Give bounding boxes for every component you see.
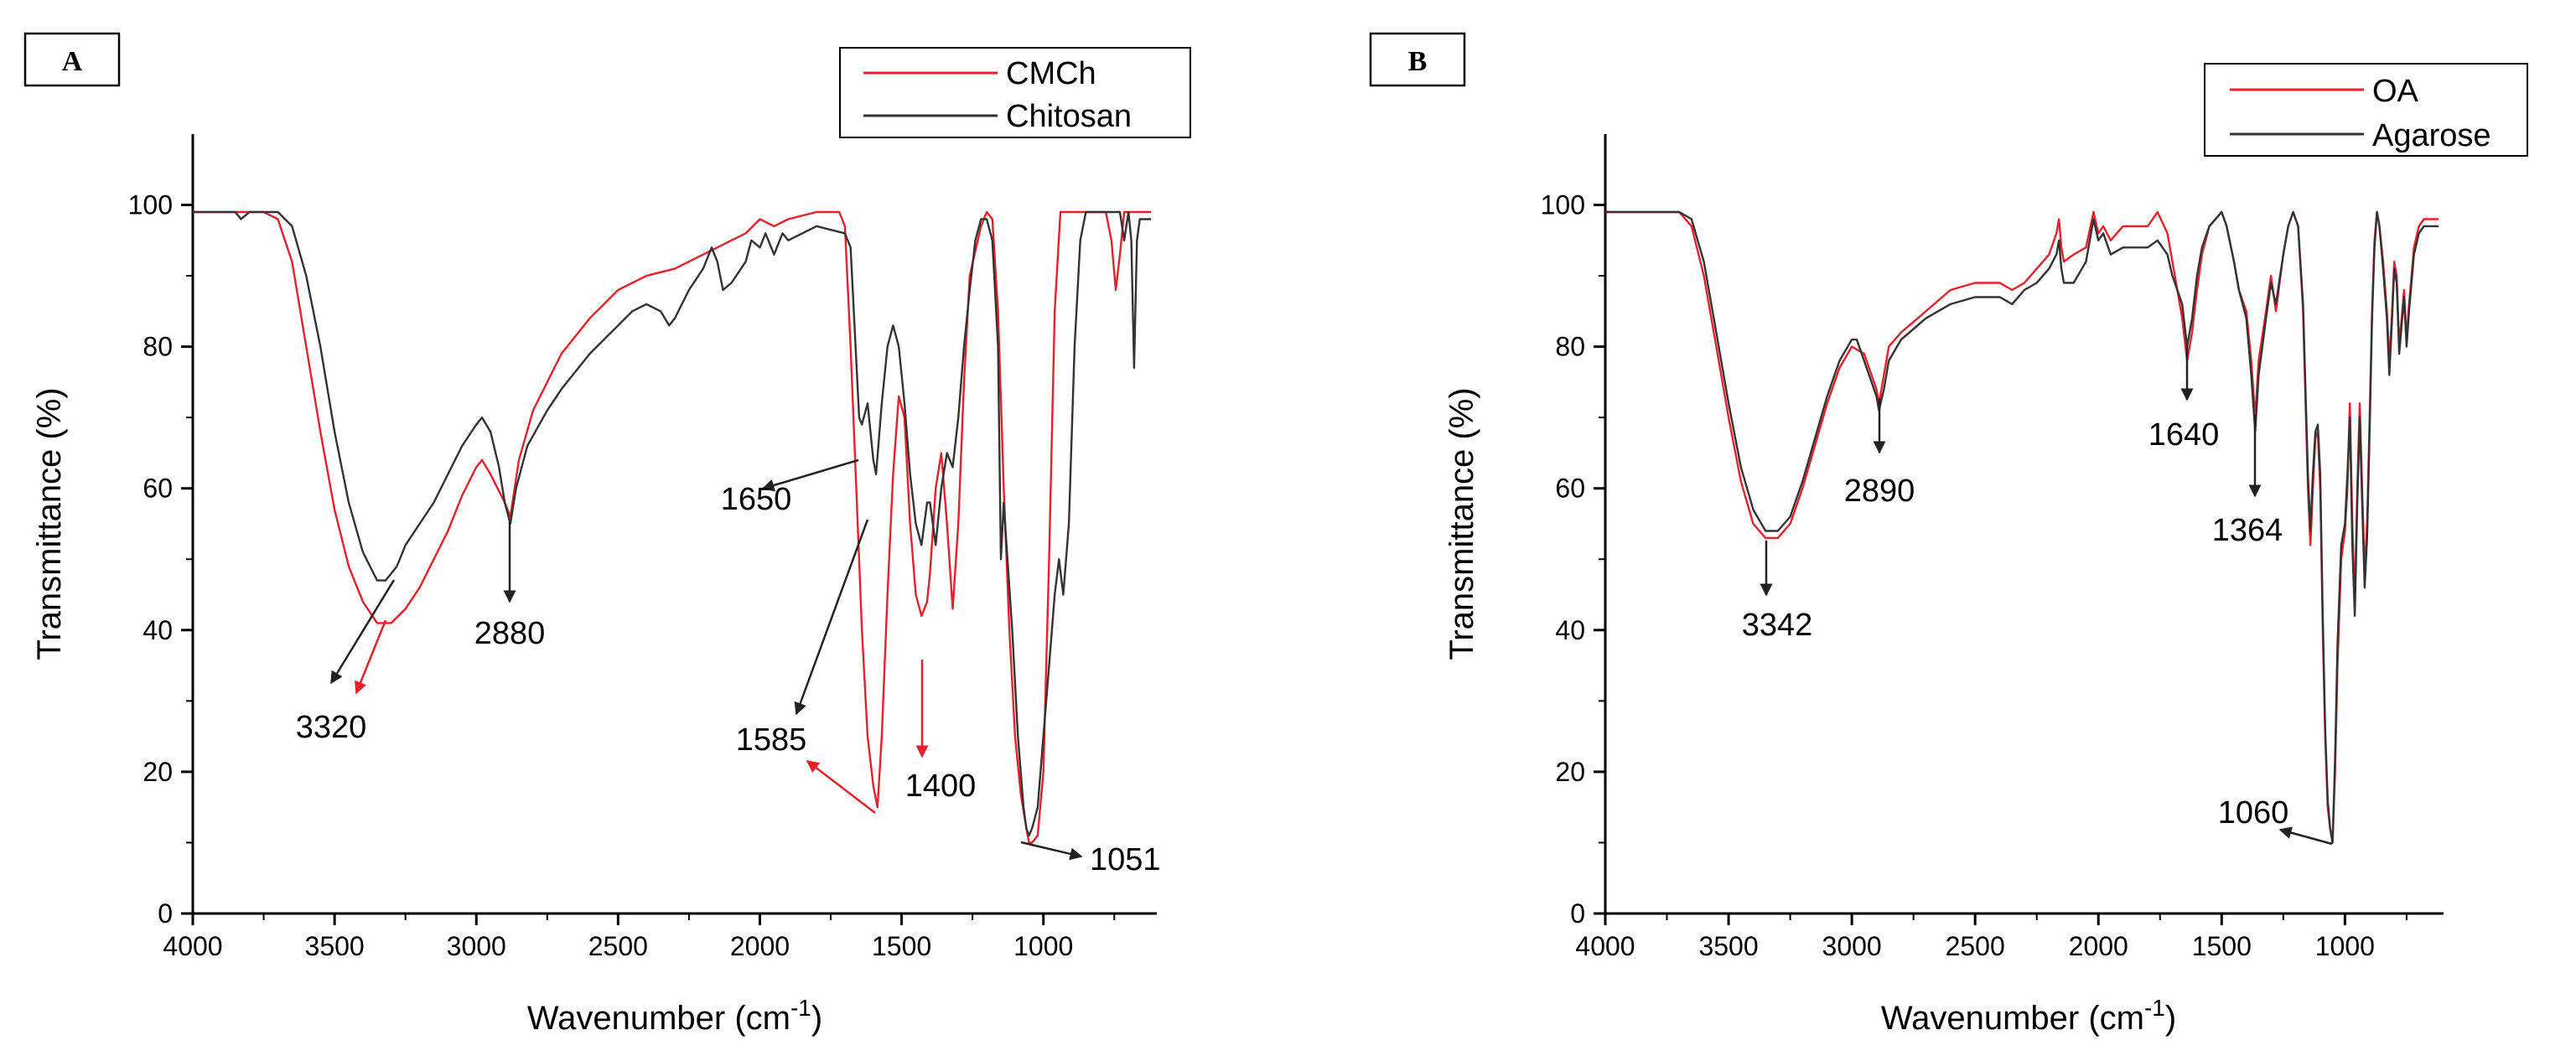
panel-b-series-agarose-line: [1605, 210, 2439, 844]
panel-a-x-axis-label-sup: -1: [790, 995, 811, 1021]
panel-a: A 0 20 40 60 80 100 4000 3500 3000 2500 2000 1500 1…: [23, 32, 1191, 1037]
x-tick-label: 2500: [588, 931, 648, 961]
panel-a-series-cmch-line: [193, 210, 1152, 844]
x-tick-label: 4000: [163, 931, 222, 961]
annotation-label-3342: 3342: [1742, 608, 1813, 643]
annotation-label-1060: 1060: [2218, 795, 2289, 831]
annotation-label-2890: 2890: [1844, 474, 1915, 509]
annotation-label-1585: 1585: [736, 722, 807, 758]
panel-b-y-ticks: 0 20 40 60 80 100: [1541, 190, 1605, 929]
y-tick-label: 80: [143, 332, 173, 362]
y-tick-label: 100: [1541, 190, 1585, 220]
x-tick-label: 3500: [1698, 931, 1758, 961]
annotation-label-1364: 1364: [2212, 513, 2283, 548]
y-tick-label: 40: [143, 615, 173, 645]
panel-b-x-ticks: 4000 3500 3000 2500 2000 1500 1000: [1575, 913, 2408, 961]
panel-b-legend: OA Agarose: [2204, 63, 2528, 157]
annotation-label-1650: 1650: [721, 482, 792, 517]
annotation-arrow-3320-red: [355, 619, 387, 695]
annotation-label-3320: 3320: [296, 710, 367, 745]
panel-b-annotations: 3342 2890 1640 1364 1060: [1742, 345, 2333, 846]
x-tick-label: 1500: [872, 931, 931, 961]
panel-a-legend-box: [839, 47, 1191, 138]
x-tick-label: 4000: [1575, 931, 1635, 961]
x-tick-label: 1500: [2192, 931, 2252, 961]
panel-a-label-box: [23, 32, 121, 87]
panel-b-x-axis-label: Wavenumber (cm-1): [1881, 995, 2176, 1037]
panel-b-label-box: [1369, 32, 1466, 87]
panel-b: B 0 20 40 60 80 100 4000 3500 3000 2500 2000 1500 1…: [1369, 32, 2528, 1037]
panel-a-annotations: 3320 2880 1650 1585 1400 1051: [296, 458, 1161, 877]
x-tick-label: 2000: [2069, 931, 2128, 961]
panel-a-y-ticks: 0 20 40 60 80 100: [128, 190, 193, 929]
y-tick-label: 20: [1555, 757, 1585, 787]
panel-b-legend-label-agarose: Agarose: [2372, 118, 2491, 153]
panel-a-legend-label-chitosan: Chitosan: [1006, 99, 1132, 134]
annotation-label-1051: 1051: [1090, 842, 1161, 877]
panel-a-axes: 0 20 40 60 80 100 4000 3500 3000 2500 2000 1500 100…: [128, 134, 1157, 961]
panel-a-x-axis-label: Wavenumber (cm-1): [527, 995, 822, 1037]
annotation-arrow-3320-dark: [329, 579, 396, 685]
panel-a-y-axis-label: Transmittance (%): [31, 387, 68, 660]
panel-a-label: A: [62, 46, 83, 77]
panel-b-axes: 0 20 40 60 80 100 4000 3500 3000 2500 2000 1500 100…: [1541, 134, 2444, 961]
x-tick-label: 1000: [1013, 931, 1073, 961]
y-tick-label: 0: [1570, 898, 1585, 929]
panel-b-x-axis-label-main: Wavenumber (cm: [1881, 1000, 2144, 1037]
panel-a-x-axis-label-close: ): [811, 1000, 822, 1037]
x-tick-label: 3500: [305, 931, 365, 961]
y-tick-label: 60: [1555, 474, 1585, 504]
panel-b-legend-label-oa: OA: [2372, 74, 2419, 109]
panel-b-label: B: [1408, 46, 1428, 77]
panel-a-x-ticks: 4000 3500 3000 2500 2000 1500 1000: [163, 913, 1116, 961]
y-tick-label: 0: [158, 898, 173, 929]
annotation-label-2880: 2880: [474, 616, 546, 651]
annotation-arrow-1650: [761, 458, 859, 492]
x-tick-label: 3000: [1822, 931, 1882, 961]
x-tick-label: 2000: [730, 931, 790, 961]
y-tick-label: 20: [143, 757, 173, 787]
x-tick-label: 3000: [447, 931, 506, 961]
y-tick-label: 80: [1555, 332, 1585, 362]
y-tick-label: 60: [143, 474, 173, 504]
annotation-arrow-1060: [2278, 826, 2333, 846]
annotation-arrow-1051: [1020, 841, 1083, 861]
x-tick-label: 1000: [2315, 931, 2375, 961]
panel-b-y-axis-label: Transmittance (%): [1443, 387, 1480, 660]
annotation-label-1640: 1640: [2148, 417, 2220, 453]
panel-b-x-axis-label-close: ): [2165, 1000, 2176, 1037]
annotation-arrow-1585-dark: [794, 519, 869, 716]
y-tick-label: 100: [128, 190, 173, 220]
panel-a-x-axis-label-main: Wavenumber (cm: [527, 1000, 790, 1037]
y-tick-label: 40: [1555, 615, 1585, 645]
x-tick-label: 2500: [1946, 931, 2005, 961]
annotation-arrow-1585-red: [806, 760, 876, 814]
panel-a-legend: CMCh Chitosan: [839, 47, 1191, 138]
panel-b-legend-box: [2204, 63, 2528, 157]
panel-a-legend-label-cmch: CMCh: [1006, 56, 1096, 91]
panel-a-series-chitosan-line: [193, 210, 1152, 837]
panel-b-x-axis-label-sup: -1: [2144, 995, 2165, 1021]
annotation-label-1400: 1400: [905, 769, 977, 804]
panel-b-series-oa-line: [1605, 210, 2439, 844]
